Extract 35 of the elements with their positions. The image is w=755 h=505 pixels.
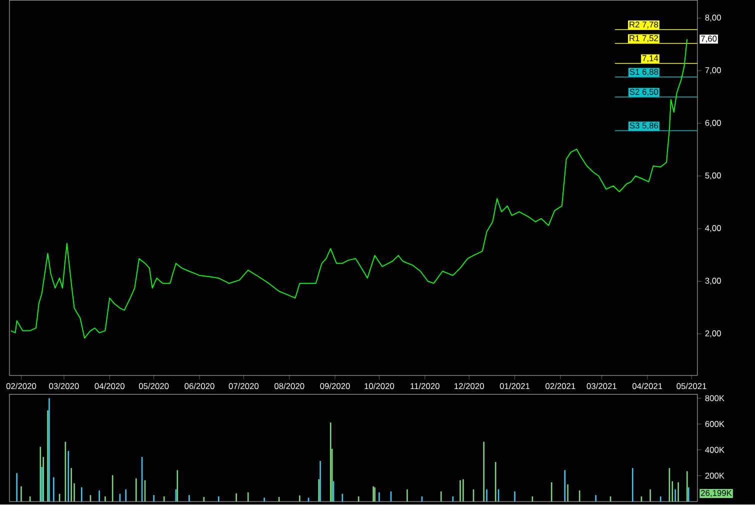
- y-tick-label: 3,00: [705, 278, 721, 285]
- x-tick-label: 04/2021: [632, 383, 662, 390]
- annotation: 26,199K: [701, 490, 732, 498]
- x-tick-label: 03/2021: [586, 383, 616, 390]
- y-tick-label: 7,00: [705, 68, 721, 74]
- ref-line-label: R1 7,52: [630, 35, 658, 42]
- y-tick-label: 600K: [705, 421, 724, 428]
- x-tick-label: 11/2020: [410, 383, 440, 390]
- x-tick-label: 03/2020: [49, 383, 79, 390]
- x-tick-label: 12/2020: [454, 383, 484, 390]
- y-tick-label: 5,00: [705, 172, 721, 180]
- x-tick-label: 07/2020: [228, 383, 259, 390]
- x-tick-label: 09/2020: [320, 383, 350, 390]
- x-tick-label: 04/2020: [94, 383, 124, 390]
- x-tick-label: 10/2020: [364, 383, 394, 390]
- y-tick-label: 8,00: [705, 14, 721, 22]
- x-tick-label: 08/2020: [274, 383, 304, 390]
- ref-line-label: S1 6,88: [630, 69, 658, 76]
- ref-line-label: R2 7,78: [630, 22, 658, 29]
- ref-line-label: S3 5,86: [630, 122, 658, 130]
- x-tick-label: 01/2021: [500, 383, 530, 390]
- x-tick-label: 02/2021: [546, 383, 576, 390]
- annotation: 7,60: [701, 36, 717, 43]
- y-tick-label: 800K: [705, 395, 724, 402]
- y-tick-label: 2,00: [705, 330, 721, 338]
- y-tick-label: 4,00: [705, 225, 721, 232]
- x-tick-label: 06/2020: [184, 383, 214, 390]
- y-tick-label: 6,00: [705, 120, 721, 128]
- y-tick-label: 400K: [705, 447, 724, 454]
- x-tick-label: 05/2020: [138, 383, 169, 390]
- ref-line-label: S2 6,50: [630, 89, 658, 96]
- ref-line-label: 7,14: [642, 56, 658, 62]
- x-tick-label: 02/2020: [6, 383, 36, 390]
- y-tick-label: 200K: [705, 472, 724, 479]
- x-tick-label: 05/2021: [676, 383, 706, 390]
